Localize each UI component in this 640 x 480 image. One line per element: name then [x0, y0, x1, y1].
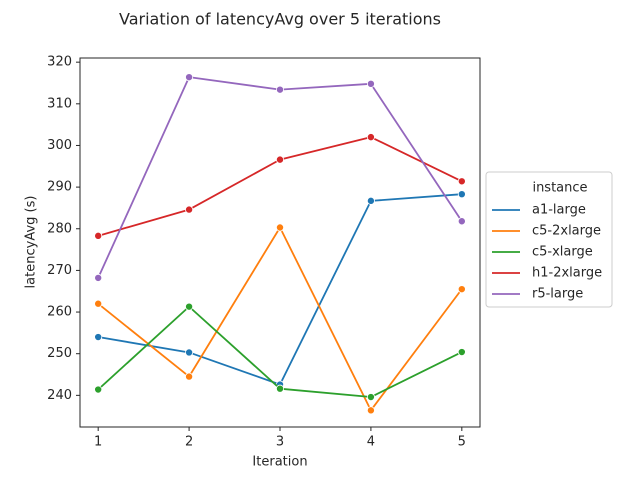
x-tick-label: 5 [458, 435, 466, 450]
data-point [275, 223, 284, 232]
y-tick-label: 250 [47, 346, 72, 361]
data-point [185, 372, 194, 381]
y-tick-label: 260 [47, 305, 72, 320]
series-c5-2xlarge [94, 223, 466, 415]
data-point [457, 190, 466, 199]
data-point [366, 79, 375, 88]
data-point [457, 217, 466, 226]
series-a1-large [94, 190, 466, 389]
x-tick-label: 3 [276, 435, 284, 450]
x-axis-title: Iteration [252, 455, 307, 470]
data-point [94, 385, 103, 394]
series-c5-xlarge [94, 302, 466, 402]
plot-frame [79, 57, 481, 428]
legend-items: a1-large c5-2xlarge c5-xlarge h1-2xlarge r5-… [492, 203, 602, 302]
series-line [97, 136, 463, 237]
data-point [457, 177, 466, 186]
data-point [185, 348, 194, 357]
data-point [94, 299, 103, 308]
data-point [366, 133, 375, 142]
series-h1-2xlarge [94, 133, 466, 240]
y-tick-label: 300 [47, 138, 72, 153]
series-line [98, 193, 462, 386]
data-point [457, 348, 466, 357]
x-axis: 1 2 3 4 5 [94, 427, 466, 450]
legend-label: h1-2xlarge [532, 266, 602, 281]
y-tick-label: 270 [47, 263, 72, 278]
data-point [366, 406, 375, 415]
x-tick-label: 1 [94, 435, 102, 450]
chart-title: Variation of latencyAvg over 5 iteration… [119, 10, 441, 29]
x-tick-label: 4 [367, 435, 375, 450]
series-line [97, 76, 463, 279]
data-point [185, 73, 194, 82]
plot-area [94, 73, 466, 415]
series-r5-large [94, 73, 466, 282]
y-tick-label: 320 [47, 55, 72, 70]
data-point [185, 205, 194, 214]
legend-label: c5-xlarge [532, 245, 593, 260]
y-tick-label: 280 [47, 221, 72, 236]
data-point [366, 393, 375, 402]
data-point [94, 333, 103, 342]
x-tick-label: 2 [185, 435, 193, 450]
y-axis-title: latencyAvg (s) [24, 196, 39, 289]
data-point [457, 285, 466, 294]
data-point [94, 231, 103, 240]
data-point [275, 85, 284, 94]
data-point [94, 273, 103, 282]
legend: instance a1-large c5-2xlarge c5-xlarge h1-2… [485, 171, 613, 308]
y-tick-label: 310 [47, 96, 72, 111]
data-point [366, 196, 375, 205]
legend-title: instance [532, 181, 587, 196]
y-tick-label: 290 [47, 180, 72, 195]
legend-label: r5-large [532, 287, 583, 302]
legend-label: c5-2xlarge [532, 224, 601, 239]
data-point [275, 384, 284, 393]
y-axis: 240 250 260 270 280 290 300 310 320 [47, 55, 80, 403]
legend-label: a1-large [532, 203, 586, 218]
y-tick-label: 240 [47, 388, 72, 403]
data-point [275, 155, 284, 164]
data-point [185, 302, 194, 311]
